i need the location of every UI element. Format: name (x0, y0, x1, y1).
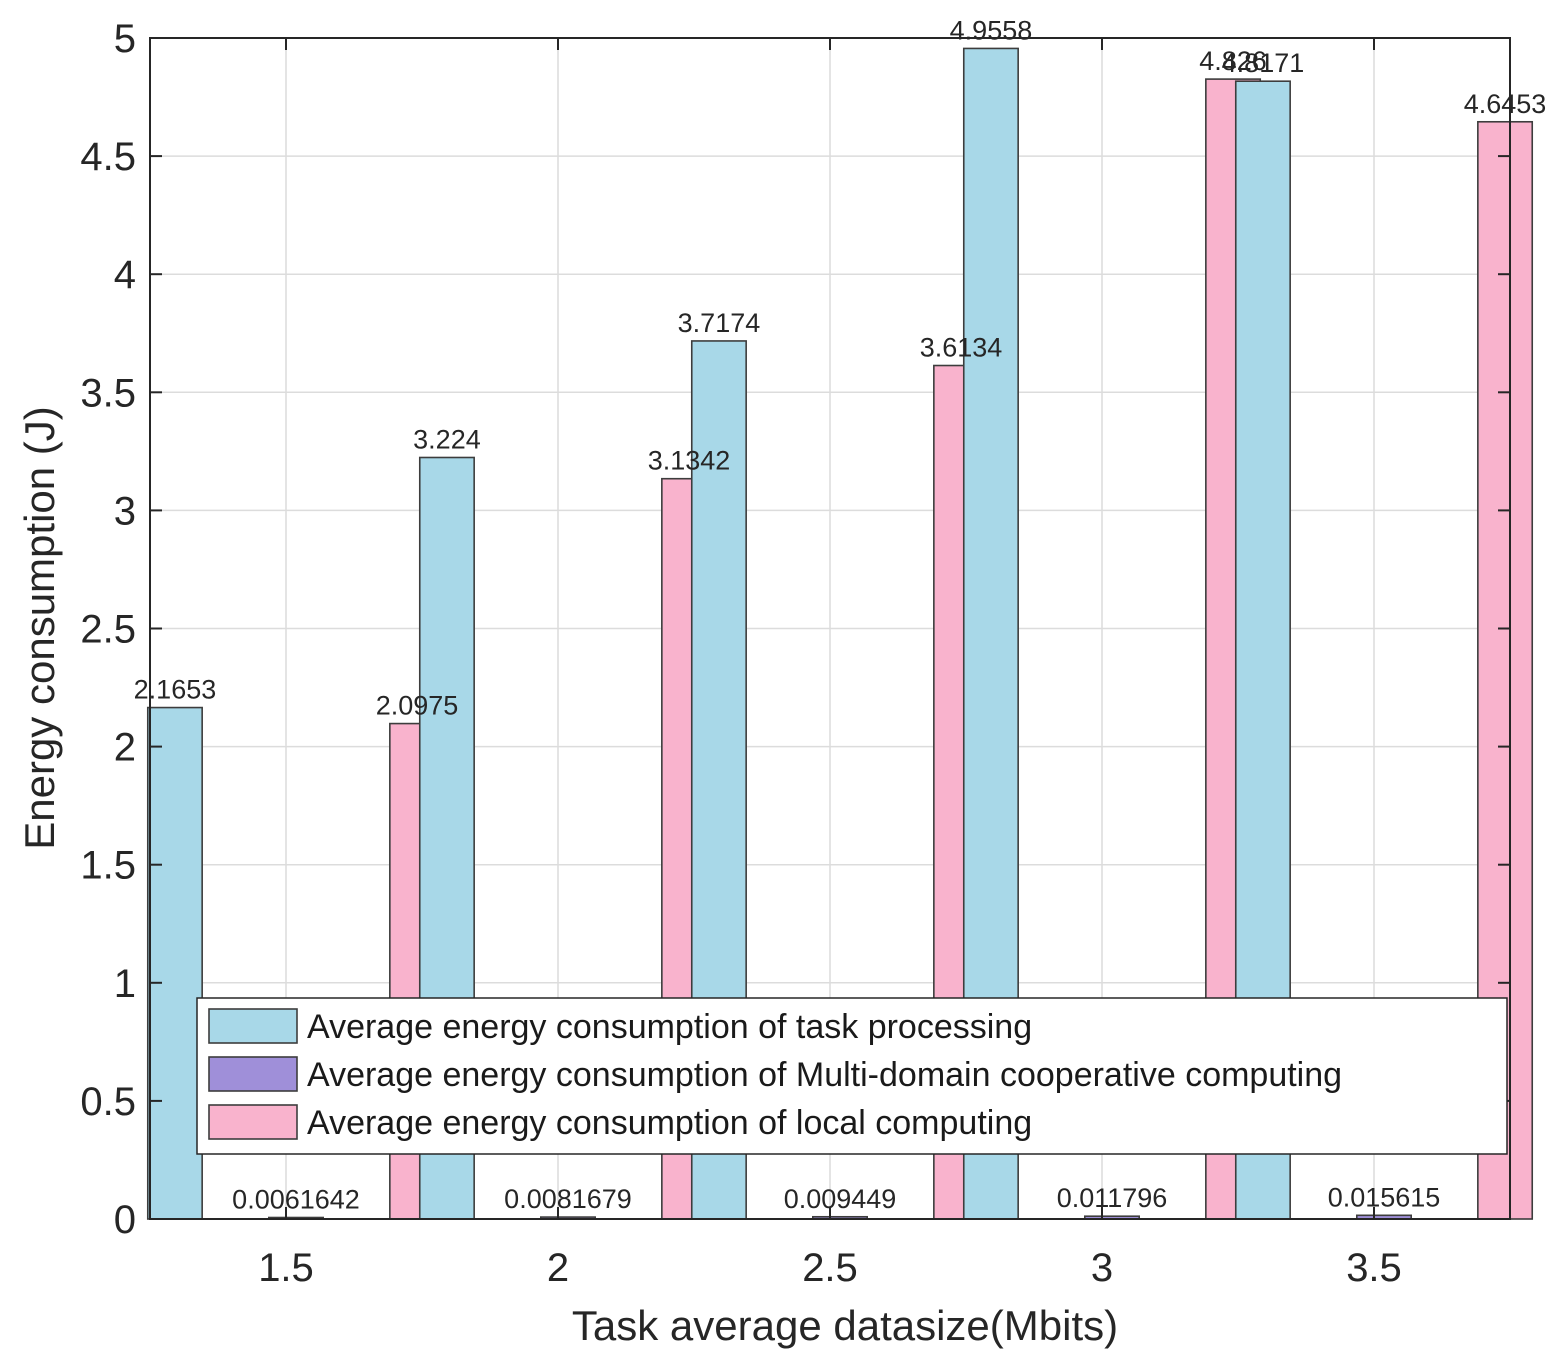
bar-value-label: 0.011796 (1057, 1183, 1168, 1213)
y-tick-label: 0.5 (80, 1080, 136, 1124)
x-axis-title: Task average datasize(Mbits) (572, 1302, 1118, 1349)
y-tick-label: 3.5 (80, 371, 136, 415)
y-tick-label: 1 (114, 962, 136, 1006)
bar-value-label: 2.0975 (376, 691, 459, 721)
y-tick-label: 4 (114, 253, 136, 297)
legend-entry-label: Average energy consumption of Multi-doma… (307, 1056, 1342, 1094)
legend-swatch (208, 1104, 298, 1140)
y-tick-label: 1.5 (80, 844, 136, 888)
y-axis-title: Energy consumption (J) (16, 406, 63, 850)
legend-swatch (208, 1056, 298, 1092)
legend-entry-label: Average energy consumption of task proce… (307, 1008, 1032, 1046)
bar-value-label: 0.0061642 (232, 1185, 360, 1215)
y-axis: 0 0.5 1 1.5 2 2.5 3 3.5 4 4.5 5 (80, 17, 1510, 1242)
legend-box (196, 997, 1508, 1155)
y-tick-label: 4.5 (80, 135, 136, 179)
legend: Average energy consumption of task proce… (196, 997, 1508, 1155)
bar-value-label: 4.9558 (950, 15, 1033, 45)
y-tick-label: 2.5 (80, 608, 136, 652)
x-tick-label: 2 (547, 1246, 569, 1290)
bar-labels: 2.1653 0.0061642 2.0975 3.224 0.0081679 3.134… (134, 15, 1547, 1214)
bar-value-label: 3.7174 (678, 308, 761, 338)
y-tick-label: 3 (114, 489, 136, 533)
bar-value-label: 2.1653 (134, 675, 217, 705)
bar-value-label: 3.1342 (648, 446, 731, 476)
bar-value-label: 4.6453 (1464, 89, 1547, 119)
x-tick-label: 3 (1091, 1246, 1113, 1290)
x-tick-label: 3.5 (1346, 1246, 1402, 1290)
bar-value-label: 4.8171 (1222, 48, 1305, 78)
x-tick-label: 1.5 (258, 1246, 314, 1290)
bar-value-label: 0.009449 (784, 1184, 897, 1214)
y-tick-label: 2 (114, 726, 136, 770)
legend-swatch (208, 1008, 298, 1044)
bar-value-label: 0.015615 (1328, 1182, 1441, 1212)
y-tick-label: 5 (114, 17, 136, 61)
bar-value-label: 3.6134 (920, 333, 1003, 363)
bar-series-1 (146, 706, 203, 1220)
x-axis: 1.5 2 2.5 3 3.5 (258, 38, 1402, 1290)
bar-value-label: 4.826 (1199, 46, 1267, 76)
legend-entry-label: Average energy consumption of local comp… (307, 1104, 1032, 1142)
bar-value-label: 0.0081679 (504, 1184, 632, 1214)
bar-value-label: 3.224 (413, 424, 481, 454)
y-tick-label: 0 (114, 1198, 136, 1242)
x-tick-label: 2.5 (802, 1246, 858, 1290)
